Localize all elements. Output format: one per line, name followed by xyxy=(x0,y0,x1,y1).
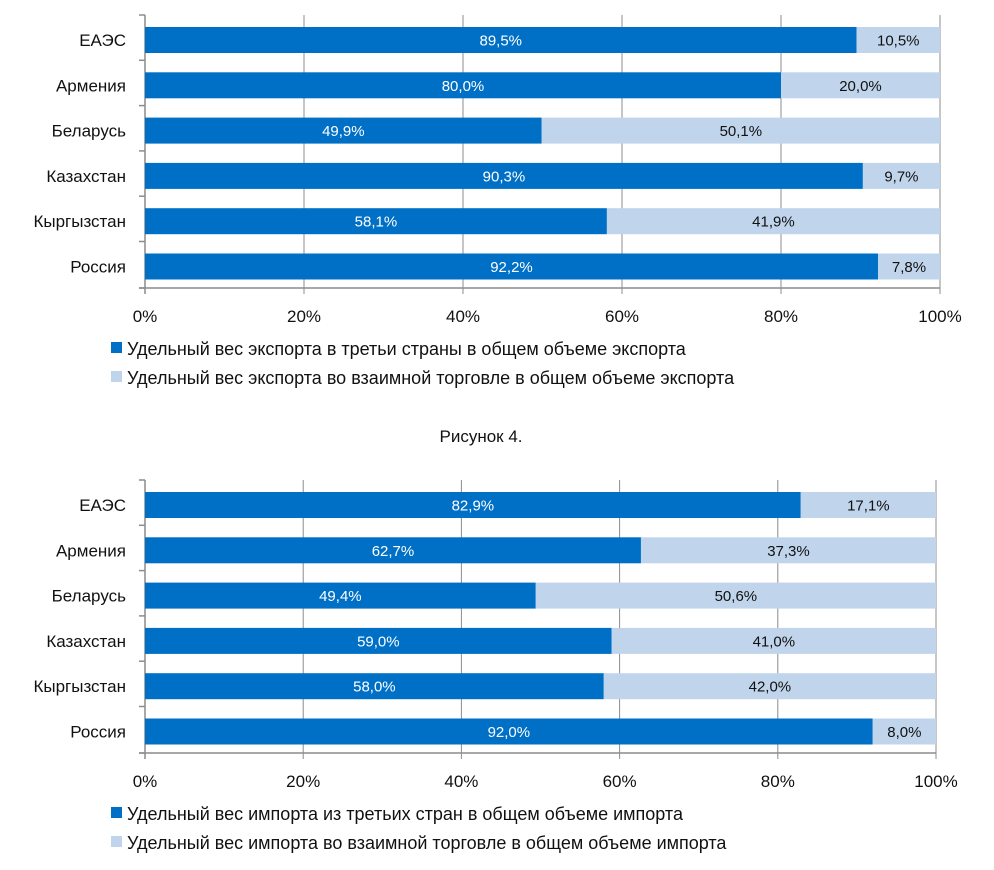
category-label: Армения xyxy=(56,76,126,95)
import-legend: Удельный вес импорта из третьих стран в … xyxy=(111,804,727,853)
bar-mutual-trade xyxy=(640,537,936,564)
data-label: 20,0% xyxy=(839,78,882,95)
bar-third-countries xyxy=(145,253,878,280)
category-label: ЕАЭС xyxy=(79,496,126,515)
bar-mutual-trade xyxy=(800,492,936,518)
data-label: 89,5% xyxy=(479,33,522,50)
data-label: 42,0% xyxy=(749,679,792,696)
category-label: Армения xyxy=(56,541,126,560)
bar-third-countries xyxy=(145,673,604,700)
figure-caption: Рисунок 4. xyxy=(439,427,522,446)
category-label: Казахстан xyxy=(46,632,126,651)
data-label: 80,0% xyxy=(442,78,485,95)
data-label: 17,1% xyxy=(847,498,890,515)
x-tick-label: 20% xyxy=(287,307,321,326)
data-label: 82,9% xyxy=(452,498,495,515)
bar-mutual-trade xyxy=(606,208,940,235)
legend-label: Удельный вес экспорта в третьи страны в … xyxy=(127,339,687,359)
category-label: Кыргызстан xyxy=(33,677,126,696)
bar-mutual-trade xyxy=(603,673,936,700)
data-label: 49,9% xyxy=(322,123,365,140)
category-label: Кыргызстан xyxy=(33,212,126,231)
data-label: 7,8% xyxy=(892,259,926,276)
export-legend: Удельный вес экспорта в третьи страны в … xyxy=(111,339,735,388)
x-tick-label: 40% xyxy=(446,307,480,326)
x-tick-label: 0% xyxy=(133,307,158,326)
legend-swatch xyxy=(111,807,122,818)
bar-third-countries xyxy=(145,627,612,654)
x-tick-label: 60% xyxy=(605,307,639,326)
legend-swatch xyxy=(111,371,122,382)
legend-label: Удельный вес экспорта во взаимной торгов… xyxy=(127,368,735,388)
data-label: 90,3% xyxy=(483,168,526,185)
bar-mutual-trade xyxy=(611,627,936,654)
bar-third-countries xyxy=(145,162,863,189)
category-label: Беларусь xyxy=(52,122,126,141)
data-label: 49,4% xyxy=(319,588,362,605)
bar-mutual-trade xyxy=(541,117,940,144)
legend-swatch xyxy=(111,836,122,847)
data-label: 10,5% xyxy=(877,33,920,50)
data-label: 62,7% xyxy=(372,543,415,560)
legend-swatch xyxy=(111,342,122,353)
data-label: 92,0% xyxy=(488,724,531,741)
data-label: 50,1% xyxy=(720,123,763,140)
bar-mutual-trade xyxy=(856,27,940,53)
legend-label: Удельный вес импорта из третьих стран в … xyxy=(127,804,684,824)
bar-third-countries xyxy=(145,537,641,564)
category-label: Беларусь xyxy=(52,587,126,606)
bar-third-countries xyxy=(145,718,873,745)
bar-mutual-trade xyxy=(872,718,936,745)
x-tick-label: 100% xyxy=(918,307,961,326)
data-label: 58,1% xyxy=(355,214,398,231)
x-tick-label: 20% xyxy=(286,772,320,791)
data-label: 50,6% xyxy=(715,588,758,605)
bar-third-countries xyxy=(145,492,801,518)
bar-mutual-trade xyxy=(862,162,940,189)
x-tick-label: 0% xyxy=(133,772,158,791)
bar-third-countries xyxy=(145,72,781,99)
legend-label: Удельный вес импорта во взаимной торговл… xyxy=(127,833,727,853)
export-chart: 0% 20% 40% 60% 80% 100% ЕАЭС 89,5% 10,5% Армения 8… xyxy=(33,14,962,326)
data-label: 9,7% xyxy=(884,168,918,185)
bar-mutual-trade xyxy=(781,72,940,99)
x-tick-label: 60% xyxy=(603,772,637,791)
data-label: 41,0% xyxy=(753,633,796,650)
x-tick-label: 80% xyxy=(761,772,795,791)
category-label: ЕАЭС xyxy=(79,31,126,50)
data-label: 92,2% xyxy=(490,259,533,276)
import-chart: 0% 20% 40% 60% 80% 100% ЕАЭС 82,9% 17,1% Армения 6… xyxy=(33,479,958,791)
bar-mutual-trade xyxy=(877,253,940,280)
bar-third-countries xyxy=(145,27,857,53)
data-label: 8,0% xyxy=(887,724,921,741)
data-label: 41,9% xyxy=(752,214,795,231)
bar-mutual-trade xyxy=(535,582,936,609)
data-label: 37,3% xyxy=(767,543,810,560)
data-label: 59,0% xyxy=(357,633,400,650)
x-tick-label: 80% xyxy=(764,307,798,326)
x-tick-label: 100% xyxy=(914,772,957,791)
data-label: 58,0% xyxy=(353,679,396,696)
x-tick-label: 40% xyxy=(444,772,478,791)
bar-third-countries xyxy=(145,582,536,609)
category-label: Россия xyxy=(70,723,126,742)
bar-third-countries xyxy=(145,208,607,235)
bar-third-countries xyxy=(145,117,542,144)
category-label: Казахстан xyxy=(46,167,126,186)
category-label: Россия xyxy=(70,258,126,277)
